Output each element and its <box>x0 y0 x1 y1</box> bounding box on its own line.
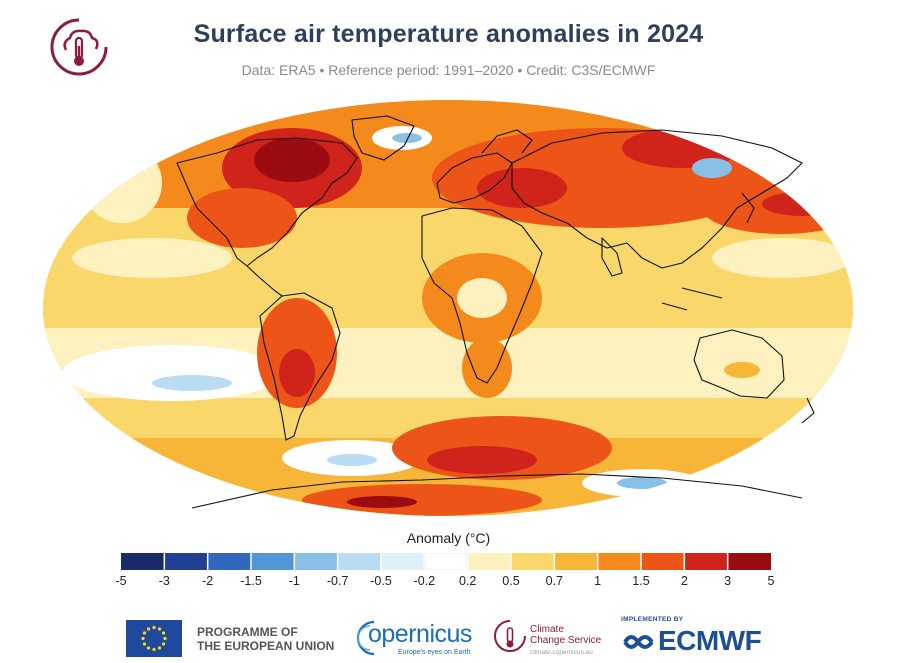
colorbar-segment <box>208 553 251 570</box>
coastlines <box>176 115 815 509</box>
copernicus-tagline: Europe's eyes on Earth <box>398 649 471 656</box>
c3s-small-logo-icon <box>494 620 526 652</box>
eu-star-icon <box>146 646 151 650</box>
colorbar-tick-label: -0.5 <box>370 574 392 588</box>
colorbar-tick-label: -0.2 <box>413 574 436 588</box>
footer-logos: PROGRAMME OF THE EUROPEAN UNION opernicu… <box>0 612 897 662</box>
eu-star-icon <box>141 636 145 641</box>
eu-programme-label: PROGRAMME OF THE EUROPEAN UNION <box>197 625 334 653</box>
colorbar-segment <box>728 553 771 570</box>
eu-line-1: PROGRAMME OF <box>197 625 298 639</box>
eu-star-icon <box>161 631 166 635</box>
colorbar-segment <box>121 553 164 570</box>
eu-flag-icon <box>126 620 182 657</box>
colorbar-segment <box>555 553 597 570</box>
colorbar-tick-label: 0.2 <box>458 574 477 588</box>
colorbar-segment <box>165 553 207 570</box>
eu-star-icon <box>142 642 147 646</box>
colorbar-tick-label: -2 <box>202 574 214 588</box>
eu-line-2: THE EUROPEAN UNION <box>197 639 335 653</box>
colorbar-tick-label: 1 <box>594 574 602 588</box>
colorbar-tick-label: -5 <box>115 574 127 588</box>
colorbar-segment <box>424 553 468 570</box>
implemented-by-label: IMPLEMENTED BY <box>621 616 684 623</box>
colorbar-segment <box>251 553 294 570</box>
colorbar-tick-label: 2 <box>680 574 688 588</box>
copernicus-name: opernicus <box>368 620 472 648</box>
eu-star-icon <box>152 647 156 652</box>
colorbar-segment <box>468 553 511 570</box>
colorbar-segment <box>381 553 424 570</box>
c3s-line-2: Change Service <box>530 635 602 646</box>
c3s-line-1: Climate <box>530 624 564 635</box>
colorbar-segment <box>338 553 381 570</box>
eu-star-icon <box>152 625 156 630</box>
copernicus-logo-icon <box>356 620 375 656</box>
eu-star-icon <box>163 636 167 641</box>
legend-title: Anomaly (°C) <box>406 530 491 546</box>
colorbar-tick-label: 5 <box>767 574 775 588</box>
colorbar-segment <box>511 553 554 570</box>
eu-star-icon <box>157 646 162 650</box>
colorbar-tick-label: 0.7 <box>545 574 564 588</box>
anomaly-colorbar <box>121 553 771 570</box>
c3s-url: climate.copernicus.eu <box>530 649 593 656</box>
colorbar-tick-label: -1 <box>288 574 300 588</box>
colorbar-tick-label: -1.5 <box>240 574 262 588</box>
colorbar-segment <box>641 553 684 570</box>
colorbar-ticks: -5 -3 -2 -1.5 -1 -0.7 -0.5 -0.2 0.2 0.5 0.7 1 1.5 2 3 5 <box>0 574 897 592</box>
c3s-label: Climate Change Service <box>530 624 601 646</box>
colorbar-segment <box>295 553 337 570</box>
eu-star-icon <box>146 627 151 631</box>
colorbar-tick-label: 1.5 <box>632 574 650 588</box>
map-title: Surface air temperature anomalies in 202… <box>193 20 704 48</box>
colorbar-segment <box>598 553 641 570</box>
c3s-logo-icon <box>50 18 108 76</box>
ecmwf-name: ECMWF <box>658 625 762 656</box>
colorbar-tick-label: -0.7 <box>326 574 349 588</box>
eu-star-icon <box>157 627 162 631</box>
eu-star-icon <box>142 631 147 635</box>
colorbar-tick-label: -3 <box>158 574 170 588</box>
colorbar-tick-label: 0.5 <box>502 574 520 588</box>
map-subtitle: Data: ERA5 • Reference period: 1991–2020… <box>241 62 656 78</box>
colorbar-tick-label: 3 <box>724 574 732 588</box>
colorbar-segment <box>685 553 727 570</box>
eu-star-icon <box>161 642 166 646</box>
temperature-anomaly-map <box>43 100 853 516</box>
ecmwf-logo-icon <box>623 635 654 649</box>
